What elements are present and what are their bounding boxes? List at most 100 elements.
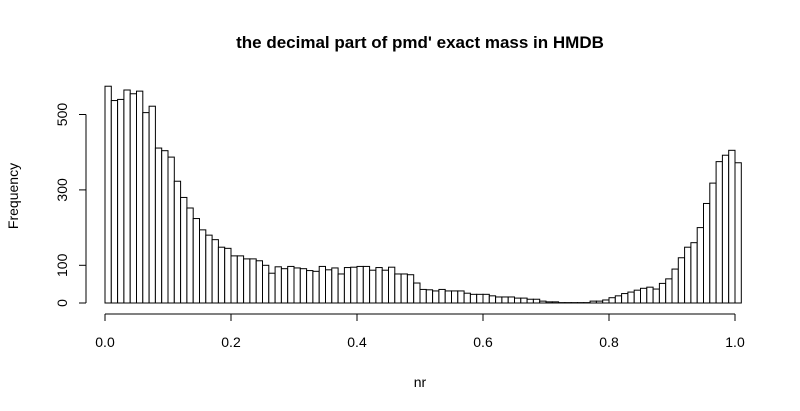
histogram-bar — [350, 266, 358, 304]
histogram-bar — [507, 296, 516, 304]
histogram-bar — [684, 246, 692, 304]
histogram-bar — [117, 98, 125, 304]
histogram-bars — [104, 85, 742, 304]
histogram-bar — [331, 267, 339, 304]
histogram-bar — [721, 154, 730, 304]
histogram-bar — [236, 255, 245, 304]
histogram-bar — [362, 265, 371, 304]
histogram-bar — [148, 105, 156, 304]
histogram-bar — [633, 289, 642, 304]
histogram-bar — [142, 112, 150, 304]
histogram-bar — [129, 93, 137, 304]
histogram-bar — [224, 247, 232, 304]
histogram-bar — [677, 257, 686, 304]
histogram-bar — [495, 296, 503, 304]
histogram-bar — [646, 286, 654, 304]
histogram-bar — [709, 182, 717, 304]
histogram-bar — [268, 272, 276, 304]
histogram-bar — [451, 290, 459, 304]
histogram-bar — [186, 207, 194, 304]
histogram-bar — [104, 85, 112, 304]
histogram-bar — [243, 258, 251, 304]
histogram-bar — [192, 218, 200, 304]
histogram-bar — [690, 242, 698, 304]
histogram-bar — [457, 290, 465, 304]
histogram-bar — [312, 270, 320, 304]
chart-title: the decimal part of pmd' exact mass in H… — [236, 33, 604, 52]
y-tick-label: 100 — [54, 253, 70, 277]
histogram-bar — [388, 266, 396, 304]
histogram-bar — [199, 229, 207, 304]
histogram-bar — [595, 300, 604, 304]
histogram-bar — [180, 196, 188, 304]
x-tick-label: 0.6 — [473, 334, 493, 350]
histogram-bar — [532, 298, 541, 304]
histogram-bar — [514, 297, 522, 304]
histogram-bar — [652, 288, 660, 304]
histogram-bar — [589, 300, 597, 304]
histogram-bar — [526, 298, 534, 304]
y-tick-label: 500 — [54, 103, 70, 127]
x-tick-label: 0.4 — [347, 334, 367, 350]
histogram-bar — [400, 273, 408, 304]
histogram-bar — [444, 290, 453, 304]
histogram-bar — [425, 289, 434, 304]
histogram-bar — [539, 300, 547, 304]
histogram-bar — [173, 180, 182, 304]
histogram-bar — [608, 297, 616, 304]
histogram-bar — [299, 268, 308, 304]
histogram-bar — [161, 150, 169, 304]
histogram-bar — [325, 269, 333, 304]
histogram-bar — [262, 264, 270, 304]
y-tick-label: 0 — [54, 299, 70, 307]
histogram-bar — [734, 162, 742, 304]
histogram-bar — [501, 296, 509, 304]
histogram-bar — [255, 260, 264, 304]
histogram-bar — [482, 293, 490, 304]
histogram-bar — [406, 274, 415, 304]
histogram-bar — [381, 269, 390, 304]
histogram-bar — [123, 89, 131, 304]
histogram-bar — [110, 100, 119, 304]
y-axis: 0 100 300 500 — [54, 103, 87, 307]
histogram-bar — [136, 90, 144, 304]
x-tick-label: 0.8 — [599, 334, 619, 350]
y-tick-label: 300 — [54, 178, 70, 202]
histogram-bar — [432, 290, 440, 304]
histogram-bar — [274, 266, 282, 304]
histogram-bar — [703, 202, 711, 304]
histogram-bar — [356, 265, 364, 304]
histogram-bar — [343, 267, 352, 304]
histogram-bar — [715, 161, 723, 304]
histogram-bar — [293, 267, 301, 304]
histogram-bar — [551, 301, 560, 304]
histogram-bar — [627, 291, 635, 304]
x-tick-label: 1.0 — [725, 334, 745, 350]
histogram-bar — [469, 293, 478, 304]
histogram-bar — [658, 282, 667, 304]
histogram-bar — [394, 273, 402, 304]
histogram-bar — [621, 293, 629, 304]
histogram-bar — [438, 288, 446, 304]
histogram-bar — [154, 147, 163, 304]
histogram-bar — [167, 156, 175, 304]
x-tick-label: 0.2 — [221, 334, 241, 350]
histogram-bar — [602, 299, 610, 304]
histogram-bar — [217, 246, 226, 304]
histogram-bar — [463, 292, 471, 304]
histogram-bar — [230, 255, 238, 304]
histogram-bar — [476, 293, 484, 304]
histogram-bar — [306, 270, 314, 304]
histogram-bar — [488, 295, 497, 304]
x-axis-label: nr — [414, 374, 427, 390]
histogram-bar — [696, 227, 705, 304]
histogram-bar — [665, 278, 673, 304]
histogram-bar — [318, 265, 327, 304]
histogram-bar — [614, 295, 623, 304]
histogram-bar — [520, 297, 528, 304]
histogram-bar — [728, 149, 736, 304]
histogram-bar — [280, 268, 289, 304]
histogram-bar — [419, 288, 427, 304]
histogram-bar — [211, 239, 219, 304]
